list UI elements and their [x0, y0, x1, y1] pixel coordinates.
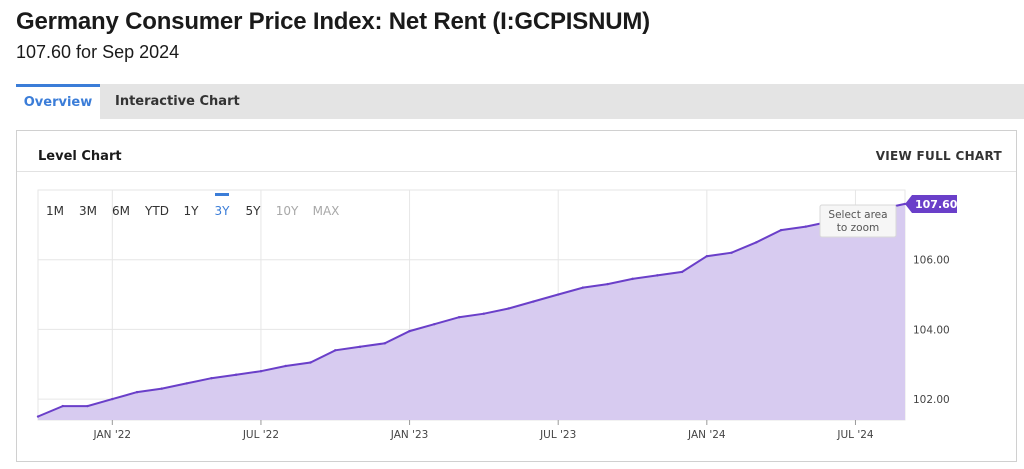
- x-tick-label: JUL '22: [242, 429, 279, 441]
- tab-interactive-chart[interactable]: Interactive Chart: [115, 94, 240, 109]
- tab-overview[interactable]: Overview: [16, 84, 100, 119]
- y-tick-label: 106.00: [913, 255, 950, 267]
- last-value-tag-shape: [905, 194, 957, 213]
- data-point: [259, 370, 263, 373]
- data-point: [36, 415, 40, 418]
- data-point: [581, 286, 585, 289]
- zoom-hint-line-2: to zoom: [837, 222, 879, 234]
- range-button-max[interactable]: MAX: [313, 204, 340, 218]
- data-point: [61, 404, 64, 408]
- data-point: [309, 361, 312, 364]
- page-title: Germany Consumer Price Index: Net Rent (…: [16, 8, 650, 35]
- data-point: [135, 390, 139, 394]
- zoom-hint-box: [819, 204, 897, 238]
- range-button-ytd[interactable]: YTD: [144, 204, 169, 218]
- last-value-label: 107.60: [915, 198, 958, 211]
- data-point: [383, 342, 386, 345]
- last-value-tag: 107.60: [905, 194, 958, 213]
- x-tick-label: JAN '22: [93, 429, 132, 441]
- y-tick-label: 104.00: [913, 324, 950, 336]
- data-point: [532, 300, 535, 303]
- view-full-chart-link[interactable]: VIEW FULL CHART: [875, 149, 1002, 163]
- data-point: [755, 241, 758, 244]
- y-axis: 102.00 104.00 106.00: [913, 255, 950, 406]
- range-button-6m[interactable]: 6M: [112, 204, 130, 218]
- data-point: [804, 225, 808, 228]
- range-button-10y[interactable]: 10Y: [276, 204, 299, 218]
- panel-header: Level Chart VIEW FULL CHART: [17, 131, 1016, 172]
- x-tick-label: JUL '23: [539, 429, 576, 441]
- data-point: [185, 382, 188, 385]
- data-point: [779, 228, 783, 232]
- x-tick-label: JAN '24: [687, 429, 726, 441]
- data-point: [656, 274, 659, 277]
- panel-title: Level Chart: [38, 149, 122, 164]
- series-line: [37, 202, 906, 418]
- range-button-3m[interactable]: 3M: [79, 204, 97, 218]
- tab-bar: Overview Interactive Chart: [16, 84, 1024, 119]
- page-subtitle: 107.60 for Sep 2024: [16, 42, 180, 62]
- data-point: [557, 293, 560, 296]
- data-point: [358, 345, 362, 349]
- data-point: [680, 270, 684, 274]
- data-point: [408, 329, 411, 333]
- data-point: [86, 404, 89, 408]
- x-tick-label: JUL '24: [836, 429, 874, 441]
- data-point: [507, 307, 510, 310]
- data-point: [606, 282, 609, 286]
- data-point: [730, 251, 733, 254]
- data-point: [705, 255, 709, 258]
- y-tick-label: 102.00: [913, 394, 950, 406]
- data-point: [210, 376, 213, 380]
- data-point: [631, 277, 634, 281]
- x-axis: JAN '22 JUL '22 JAN '23 JUL '23 JAN '24 JUL '…: [93, 420, 874, 441]
- zoom-hint: Select area to zoom: [819, 204, 897, 238]
- range-button-5y[interactable]: 5Y: [246, 204, 262, 218]
- data-point: [111, 397, 114, 401]
- range-button-1y[interactable]: 1Y: [184, 204, 200, 218]
- range-button-1m[interactable]: 1M: [46, 204, 64, 218]
- zoom-hint-line-1: Select area: [828, 209, 887, 221]
- range-selector[interactable]: 1M 3M 6M YTD 1Y 3Y 5Y 10Y MAX: [46, 193, 339, 218]
- data-point: [482, 312, 486, 315]
- data-point: [234, 373, 238, 376]
- range-button-3y[interactable]: 3Y: [215, 204, 231, 218]
- x-tick-label: JAN '23: [390, 429, 429, 441]
- data-point: [457, 315, 461, 319]
- data-point: [433, 322, 436, 326]
- series-area: [38, 203, 905, 420]
- range-active-indicator: [215, 193, 229, 196]
- data-point: [160, 387, 164, 390]
- data-point: [334, 349, 337, 352]
- data-point: [284, 364, 287, 368]
